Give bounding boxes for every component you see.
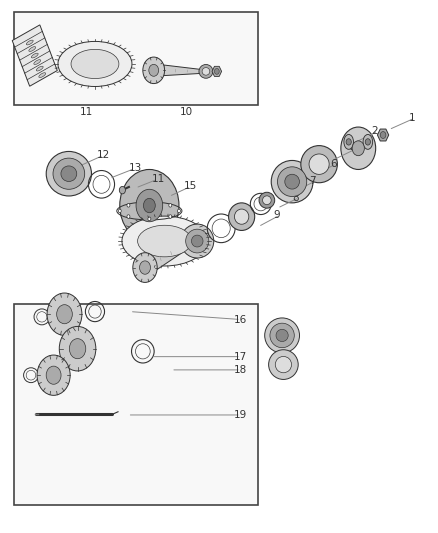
Text: 10: 10 (180, 108, 193, 117)
Ellipse shape (71, 50, 119, 78)
Circle shape (57, 305, 72, 324)
Text: 1: 1 (408, 113, 415, 123)
Circle shape (341, 127, 376, 169)
Circle shape (140, 261, 151, 274)
Ellipse shape (46, 151, 92, 196)
Ellipse shape (186, 229, 209, 253)
Circle shape (120, 169, 179, 241)
Ellipse shape (138, 225, 191, 257)
Circle shape (143, 57, 165, 84)
Ellipse shape (234, 209, 249, 224)
Bar (14, 12, 258, 105)
Ellipse shape (26, 40, 33, 45)
Text: 8: 8 (293, 192, 299, 203)
Text: 11: 11 (152, 174, 165, 184)
Circle shape (148, 201, 151, 205)
Circle shape (148, 217, 151, 221)
Ellipse shape (259, 192, 275, 208)
Ellipse shape (301, 146, 337, 183)
Ellipse shape (276, 329, 288, 342)
Polygon shape (212, 66, 222, 76)
Circle shape (169, 215, 172, 219)
Ellipse shape (29, 46, 35, 51)
Ellipse shape (278, 167, 307, 197)
Ellipse shape (202, 68, 210, 75)
Ellipse shape (199, 64, 213, 78)
Circle shape (119, 187, 125, 194)
Ellipse shape (122, 216, 207, 266)
Ellipse shape (268, 350, 298, 379)
Text: 15: 15 (184, 181, 198, 191)
Ellipse shape (53, 158, 85, 189)
Text: 6: 6 (330, 159, 337, 168)
Circle shape (149, 64, 159, 76)
Circle shape (59, 326, 96, 371)
Ellipse shape (191, 235, 203, 247)
Circle shape (215, 68, 219, 74)
Text: 17: 17 (234, 352, 247, 361)
Text: 2: 2 (371, 126, 378, 136)
Ellipse shape (61, 166, 77, 182)
Ellipse shape (32, 53, 38, 58)
Ellipse shape (271, 160, 313, 203)
Circle shape (133, 253, 157, 282)
Text: 4: 4 (350, 144, 356, 154)
Bar (14, 304, 258, 505)
Ellipse shape (363, 134, 373, 149)
Text: 18: 18 (234, 365, 247, 375)
Ellipse shape (181, 224, 214, 258)
Ellipse shape (39, 72, 46, 77)
Circle shape (69, 338, 86, 359)
Text: 12: 12 (97, 150, 110, 160)
Ellipse shape (34, 60, 41, 64)
Polygon shape (12, 25, 57, 86)
Text: 7: 7 (309, 176, 315, 186)
Ellipse shape (58, 42, 132, 86)
Circle shape (127, 204, 130, 207)
Circle shape (144, 198, 155, 213)
Text: 16: 16 (234, 314, 247, 325)
Ellipse shape (275, 357, 292, 373)
Text: 13: 13 (128, 164, 142, 173)
Polygon shape (146, 244, 183, 273)
Circle shape (346, 139, 351, 145)
Circle shape (136, 189, 162, 222)
Text: 11: 11 (80, 108, 93, 117)
Ellipse shape (262, 196, 271, 205)
Circle shape (37, 355, 70, 395)
Polygon shape (378, 129, 389, 141)
Ellipse shape (309, 154, 329, 174)
Polygon shape (164, 65, 199, 76)
Ellipse shape (270, 323, 294, 348)
Text: 9: 9 (273, 210, 280, 220)
Ellipse shape (344, 134, 353, 149)
Circle shape (127, 215, 130, 219)
Circle shape (365, 139, 371, 145)
Circle shape (177, 209, 180, 213)
Circle shape (118, 209, 121, 213)
Ellipse shape (229, 203, 254, 230)
Circle shape (169, 204, 172, 207)
Text: 19: 19 (234, 410, 247, 420)
Circle shape (47, 293, 82, 335)
Ellipse shape (285, 174, 300, 189)
Circle shape (352, 141, 364, 156)
Ellipse shape (36, 66, 43, 71)
Circle shape (380, 132, 386, 139)
Circle shape (46, 366, 61, 384)
Ellipse shape (265, 318, 300, 353)
